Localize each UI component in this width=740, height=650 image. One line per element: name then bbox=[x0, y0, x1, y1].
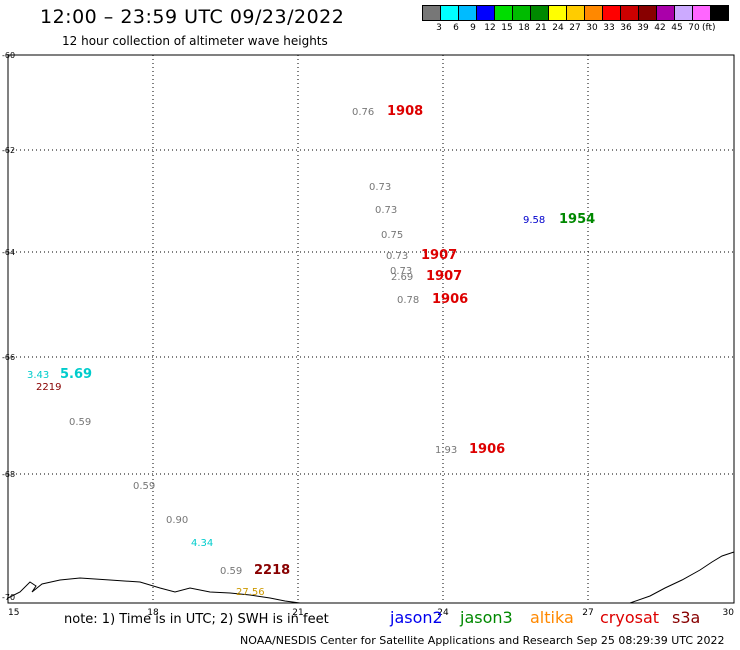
x-tick-label: 21 bbox=[292, 608, 303, 618]
wave-height-label: 2.69 bbox=[391, 272, 413, 283]
wave-height-label: 9.58 bbox=[523, 215, 545, 226]
x-tick-label: 27 bbox=[582, 608, 593, 618]
y-tick-label: -68 bbox=[2, 470, 15, 479]
wave-height-label: 4.34 bbox=[191, 538, 213, 549]
map-grid bbox=[8, 55, 734, 603]
legend-unit: (ft) bbox=[702, 23, 716, 33]
satellite-label-jason2: jason2 bbox=[390, 608, 443, 627]
x-tick-label: 30 bbox=[723, 608, 735, 618]
wave-height-label: 3.43 bbox=[27, 370, 49, 381]
satellite-label-cryosat: cryosat bbox=[600, 608, 660, 627]
y-tick-label: -60 bbox=[2, 51, 15, 60]
plot-frame bbox=[7, 54, 735, 604]
satellite-label-s3a: s3a bbox=[672, 608, 701, 627]
legend-label: 33 bbox=[603, 23, 615, 33]
legend-swatch bbox=[710, 5, 729, 21]
legend-label: 18 bbox=[518, 23, 530, 33]
pass-time-label: 5.69 bbox=[60, 367, 92, 382]
coastline-path bbox=[7, 577, 301, 604]
wave-height-label: 0.76 bbox=[352, 107, 374, 118]
wave-height-label: 0.78 bbox=[397, 295, 419, 306]
legend-label: 12 bbox=[484, 23, 496, 33]
legend-label: 9 bbox=[470, 23, 476, 33]
page-subtitle: 12 hour collection of altimeter wave hei… bbox=[62, 34, 328, 48]
y-tick-label: -64 bbox=[2, 248, 15, 257]
legend-labels: 3 6 9 12 15 18 21 24 27 30 33 36 39 42 45 70 (ft) bbox=[422, 23, 740, 35]
wave-height-label: 1.93 bbox=[435, 445, 457, 456]
legend-label: 21 bbox=[535, 23, 547, 33]
wave-height-label: 0.73 bbox=[369, 182, 391, 193]
legend-label: 45 bbox=[671, 23, 683, 33]
wave-height-label: 0.90 bbox=[166, 515, 188, 526]
legend-label: 15 bbox=[501, 23, 513, 33]
footer-note: note: 1) Time is in UTC; 2) SWH is in fe… bbox=[64, 612, 329, 627]
legend-label: 70 bbox=[688, 23, 700, 33]
legend-label: 36 bbox=[620, 23, 632, 33]
wave-height-label: 0.73 bbox=[390, 266, 412, 277]
pass-time-label: 1906 bbox=[432, 292, 468, 307]
credit-line: NOAA/NESDIS Center for Satellite Applica… bbox=[240, 634, 725, 647]
coastline bbox=[7, 551, 735, 604]
x-tick-label: 24 bbox=[437, 608, 449, 618]
x-tick-label: 15 bbox=[8, 608, 19, 618]
wave-height-label: 0.59 bbox=[220, 566, 242, 577]
legend-swatches bbox=[422, 5, 729, 21]
coastline-path-east bbox=[629, 551, 735, 604]
legend-label: 6 bbox=[453, 23, 459, 33]
pass-time-label: 1907 bbox=[426, 269, 462, 284]
page-title: 12:00 – 23:59 UTC 09/23/2022 bbox=[40, 6, 345, 28]
pass-time-label: 1907 bbox=[421, 248, 457, 263]
pass-time-label: 1908 bbox=[387, 104, 423, 119]
legend-label: 27 bbox=[569, 23, 581, 33]
satellite-label-jason3: jason3 bbox=[460, 608, 513, 627]
axis-tick-labels: 15 18 21 24 27 30 -60 -62 -64 -66 -68 -70 bbox=[2, 51, 734, 618]
legend-label: 42 bbox=[654, 23, 666, 33]
wave-height-label: 0.75 bbox=[381, 230, 403, 241]
legend-label: 24 bbox=[552, 23, 564, 33]
legend-label: 30 bbox=[586, 23, 598, 33]
y-tick-label: -66 bbox=[2, 353, 15, 362]
wave-height-label: 0.59 bbox=[69, 417, 91, 428]
pass-time-label: 1906 bbox=[469, 442, 505, 457]
x-tick-label: 18 bbox=[147, 608, 159, 618]
color-legend: 3 6 9 12 15 18 21 24 27 30 33 36 39 42 45 70 (ft) bbox=[422, 5, 729, 33]
observation-labels: 0.76 1908 0.73 0.73 9.58 1954 0.75 0.73 1907 0.73… bbox=[27, 104, 595, 598]
pass-time-label: 2218 bbox=[254, 563, 290, 578]
wave-height-label: 0.73 bbox=[386, 251, 408, 262]
legend-label: 39 bbox=[637, 23, 649, 33]
wave-height-label: 0.73 bbox=[375, 205, 397, 216]
pass-time-label: 1954 bbox=[559, 212, 595, 227]
wave-height-label: 2219 bbox=[36, 382, 61, 393]
satellite-label-altika: altika bbox=[530, 608, 574, 627]
wave-height-label: 0.59 bbox=[133, 481, 155, 492]
y-tick-label: -62 bbox=[2, 146, 15, 155]
y-tick-label: -70 bbox=[2, 593, 15, 602]
legend-label: 3 bbox=[436, 23, 442, 33]
wave-height-label: 27.56 bbox=[236, 587, 265, 598]
